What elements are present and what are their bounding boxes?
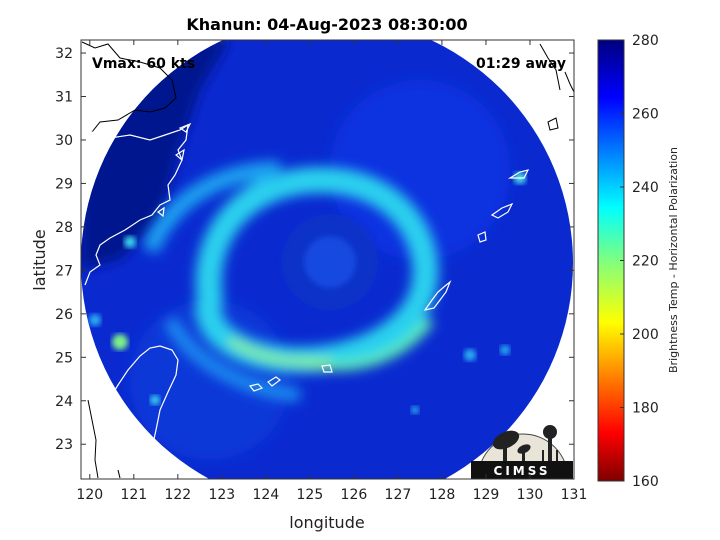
time-away-label: 01:29 away — [476, 56, 566, 72]
map-plot-area: Vmax: 60 kts 01:29 away CIMSS — [80, 39, 575, 480]
y-tick-label: 24 — [55, 394, 73, 410]
x-tick-label: 129 — [473, 487, 500, 503]
x-tick-label: 127 — [385, 487, 412, 503]
cimss-logo: CIMSS — [471, 425, 573, 480]
x-tick-label: 122 — [164, 487, 191, 503]
y-axis: 23 24 25 26 27 28 29 30 31 32 — [55, 46, 574, 453]
y-tick-label: 23 — [55, 437, 73, 453]
x-tick-label: 120 — [76, 487, 103, 503]
microwave-swath — [81, 40, 573, 479]
satellite-dish-icon — [492, 430, 531, 462]
coastline — [84, 122, 530, 479]
y-tick-label: 32 — [55, 46, 73, 62]
colorbar-label: Brightness Temp - Horizontal Polarizatio… — [667, 147, 680, 373]
x-tick-label: 124 — [253, 487, 280, 503]
land-outline — [81, 41, 574, 479]
x-tick-label: 131 — [561, 487, 588, 503]
vmax-label: Vmax: 60 kts — [92, 56, 195, 72]
x-tick-label: 121 — [120, 487, 147, 503]
colorbar-tick-label: 200 — [632, 327, 659, 343]
x-axis-label: longitude — [289, 513, 364, 532]
x-tick-label: 126 — [341, 487, 368, 503]
water-tower-icon — [542, 425, 558, 462]
x-tick-label: 125 — [297, 487, 324, 503]
colorbar-tick-label: 240 — [632, 180, 659, 196]
x-tick-label: 123 — [208, 487, 235, 503]
y-tick-label: 27 — [55, 263, 73, 279]
cimss-logo-text: CIMSS — [494, 464, 551, 478]
x-tick-label: 130 — [517, 487, 544, 503]
y-axis-label: latitude — [30, 229, 49, 290]
x-axis: 120 121 122 123 124 125 126 127 128 129 130 131 — [76, 40, 587, 503]
y-tick-label: 26 — [55, 307, 73, 323]
colorbar-tick-label: 280 — [632, 33, 659, 49]
y-tick-label: 31 — [55, 90, 73, 106]
y-tick-label: 25 — [55, 350, 73, 366]
colorbar: 160 180 200 220 240 260 280 Brightness Temp - … — [597, 33, 680, 490]
colorbar-tick-label: 220 — [632, 254, 659, 270]
colorbar-tick-label: 160 — [632, 474, 659, 490]
y-tick-label: 29 — [55, 176, 73, 192]
colorbar-ticks: 160 180 200 220 240 260 280 — [620, 33, 659, 490]
colorbar-tick-label: 260 — [632, 107, 659, 123]
plot-frame — [80, 39, 575, 480]
x-tick-label: 128 — [429, 487, 456, 503]
chart-title: Khanun: 04-Aug-2023 08:30:00 — [186, 15, 467, 34]
y-tick-label: 30 — [55, 133, 73, 149]
y-tick-label: 28 — [55, 220, 73, 236]
colorbar-tick-label: 180 — [632, 401, 659, 417]
